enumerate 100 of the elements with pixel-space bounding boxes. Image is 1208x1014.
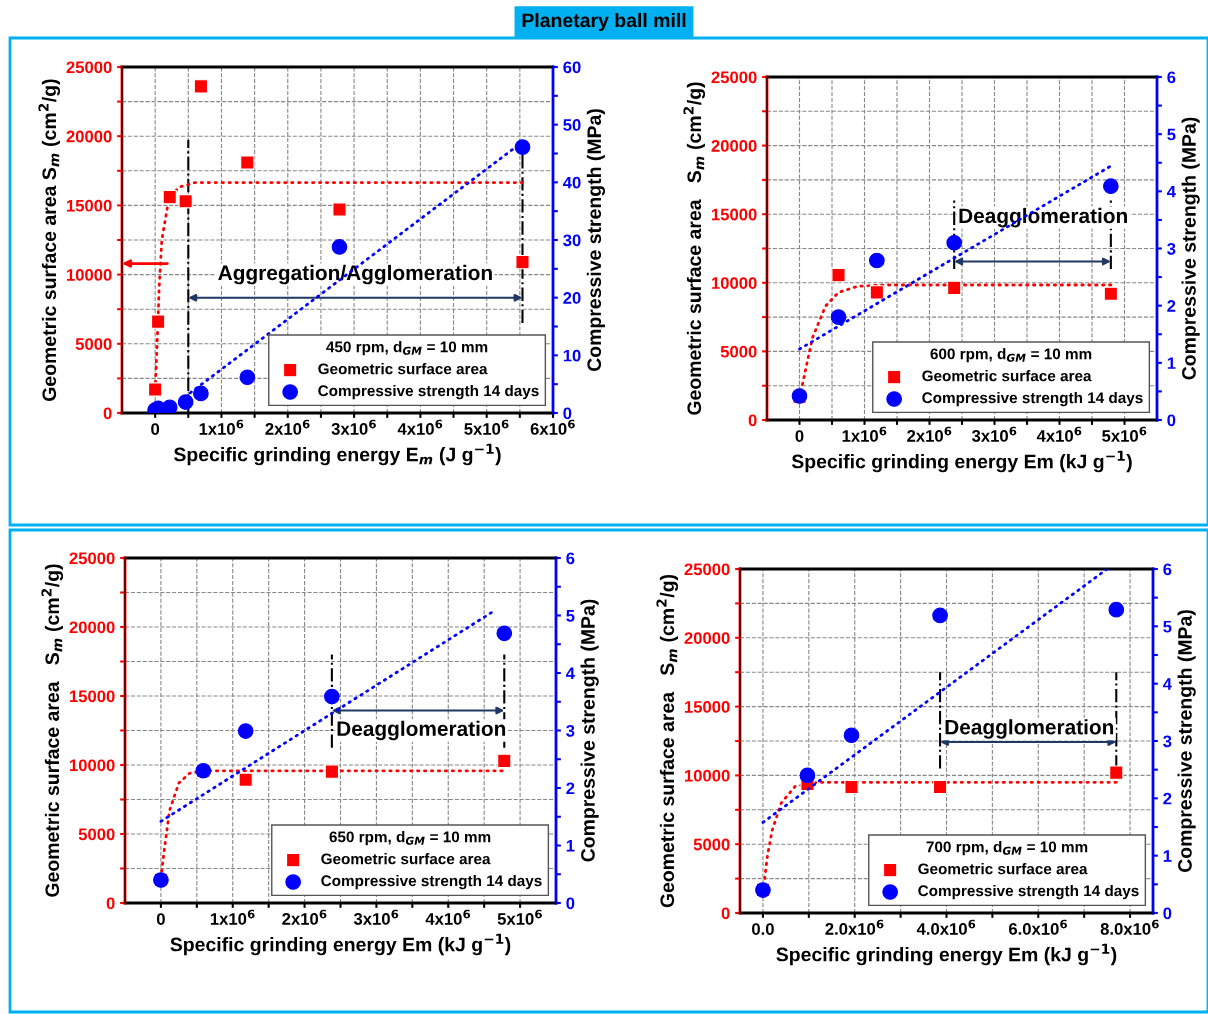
- y2-tick-label: 2: [1167, 300, 1176, 312]
- point: [869, 285, 884, 300]
- y2-tick-label: 6: [1167, 71, 1176, 84]
- x-tick-label: 2.0x10$^{6}$: [825, 919, 884, 935]
- x-tick-label: 4x10$^{6}$: [1036, 426, 1082, 442]
- y-tick-label: 10000: [684, 769, 730, 782]
- x-tick-label: 5x10$^{6}$: [497, 909, 542, 925]
- point: [799, 767, 816, 784]
- x-axis-title: Specific grinding energy Em (kJ g$^{−1}$): [170, 933, 511, 956]
- y-tick-label: 5000: [720, 345, 757, 358]
- x-tick-label: 6.0x10$^{6}$: [1008, 919, 1067, 935]
- y-tick-label: 5000: [75, 338, 112, 350]
- point: [332, 202, 347, 217]
- y2-tick-label: 50: [563, 119, 581, 131]
- x-tick-label: 0: [795, 430, 804, 442]
- point: [238, 772, 253, 787]
- x-tick-label: 1x10$^{6}$: [210, 909, 255, 925]
- y-axis-title: Geometric surface area S$_{m}$ (cm$^{2}$/g): [41, 564, 64, 897]
- legend-label: Geometric surface area: [918, 863, 1088, 875]
- point: [496, 625, 513, 642]
- y2-tick-label: 1: [1167, 357, 1176, 369]
- legend-title: 450 rpm, d$_{GM}$ = 10 mm: [326, 341, 488, 356]
- y2-tick-label: 30: [563, 234, 581, 247]
- x-tick-label: 0.0: [752, 923, 774, 935]
- legend-label: Compressive strength 14 days: [918, 884, 1139, 900]
- annotation: Deagglomeration: [945, 719, 1114, 739]
- point: [148, 382, 163, 397]
- point: [161, 399, 178, 413]
- y-tick-label: 10000: [66, 269, 112, 281]
- y2-tick-label: 40: [562, 176, 581, 189]
- point: [831, 267, 846, 283]
- x-tick-label: 3x10$^{6}$: [971, 426, 1017, 442]
- y-tick-label: 15000: [69, 690, 115, 703]
- x-tick-label: 4.0x10$^{6}$: [916, 919, 976, 935]
- point: [1103, 178, 1119, 195]
- y2-tick-label: 2: [566, 782, 575, 795]
- x-tick-label: 0: [156, 913, 165, 925]
- x-tick-label: 3x10$^{6}$: [353, 909, 399, 925]
- x-tick-label: 1x10$^{6}$: [199, 419, 244, 435]
- y2-tick-label: 5: [1163, 620, 1172, 633]
- point: [150, 314, 166, 329]
- y2-tick-label: 3: [1167, 242, 1176, 255]
- text: Planetary ball mill: [522, 12, 686, 32]
- y-axis-title: Geometric surface area S$_{m}$ (cm$^{2}$/g): [38, 79, 61, 401]
- y-tick-label: 10000: [69, 759, 115, 772]
- y2-tick-label: 3: [566, 724, 575, 737]
- y2-tick-label: 2: [1163, 792, 1172, 805]
- x-tick-label: 0: [151, 423, 160, 435]
- point: [324, 688, 340, 705]
- x-tick-label: 1x10$^{6}$: [842, 426, 887, 442]
- y-tick-label: 15000: [711, 208, 757, 221]
- legend-title: 650 rpm, d$_{GM}$ = 10 mm: [329, 831, 491, 846]
- y2-axis-title: Compressive strength (MPa): [580, 599, 599, 862]
- point: [1109, 765, 1124, 780]
- x-tick-label: 2x10$^{6}$: [282, 909, 327, 925]
- y2-tick-label: 3: [1163, 735, 1172, 748]
- annotation: Aggregation/Agglomeration: [218, 264, 492, 285]
- y-tick-label: 25000: [711, 71, 757, 84]
- y2-tick-label: 4: [1162, 678, 1172, 690]
- legend-label: Geometric surface area: [318, 363, 488, 375]
- y2-tick-label: 0: [566, 897, 575, 910]
- y-tick-label: 20000: [69, 621, 115, 634]
- y-tick-label: 0: [106, 897, 115, 910]
- y2-tick-label: 1: [1163, 850, 1172, 862]
- annotation: Deagglomeration: [337, 720, 506, 741]
- x-tick-label: 4x10$^{6}$: [425, 909, 471, 925]
- point: [843, 727, 860, 744]
- point: [932, 779, 948, 795]
- x-tick-label: 5x10$^{6}$: [1102, 426, 1147, 442]
- x-tick-label: 2x10$^{6}$: [265, 419, 310, 435]
- x-tick-label: 6x10$^{6}$: [530, 419, 575, 435]
- y2-tick-label: 6: [1163, 563, 1172, 576]
- point: [947, 280, 962, 296]
- point: [162, 189, 177, 205]
- point: [497, 753, 512, 769]
- y-tick-label: 25000: [66, 61, 112, 74]
- y2-axis-title: Compressive strength (MPa): [586, 109, 606, 372]
- x-tick-label: 4x10$^{6}$: [397, 419, 443, 435]
- y2-tick-label: 5: [566, 610, 575, 622]
- point: [514, 139, 531, 155]
- point: [515, 255, 530, 270]
- y-tick-label: 25000: [684, 563, 730, 576]
- y-tick-label: 10000: [711, 277, 757, 289]
- legend-title: 700 rpm, d$_{GM}$ = 10 mm: [926, 841, 1088, 856]
- y-tick-label: 20000: [684, 632, 730, 644]
- x-tick-label: 3x10$^{6}$: [331, 419, 376, 435]
- x-tick-label: 5x10$^{6}$: [464, 419, 509, 435]
- point: [1103, 286, 1118, 301]
- y2-tick-label: 1: [566, 840, 575, 852]
- point: [946, 234, 963, 251]
- y-tick-label: 20000: [711, 140, 757, 152]
- y2-tick-label: 4: [1166, 185, 1176, 198]
- y2-tick-label: 5: [1167, 128, 1176, 141]
- legend-title: 600 rpm, d$_{GM}$ = 10 mm: [930, 348, 1092, 363]
- point: [331, 239, 348, 255]
- point: [240, 155, 255, 170]
- y-tick-label: 5000: [693, 838, 730, 851]
- y2-axis-title: Compressive strength (MPa): [1181, 117, 1200, 380]
- legend-label: Compressive strength 14 days: [922, 391, 1143, 407]
- legend-label: Geometric surface area: [922, 370, 1092, 382]
